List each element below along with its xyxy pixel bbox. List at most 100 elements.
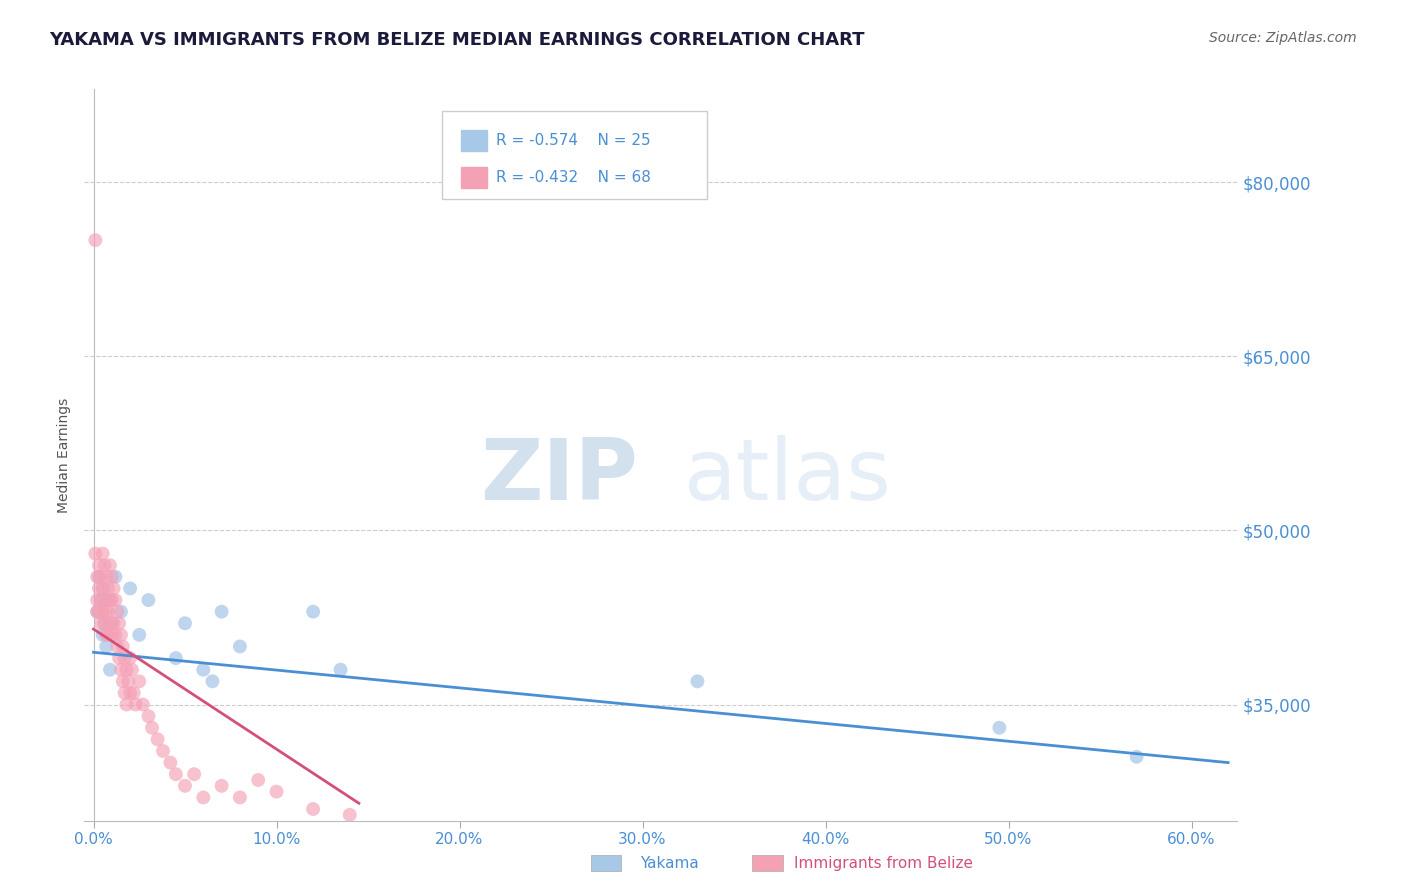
- Point: [120, 582, 142, 596]
- Point: [90, 570, 112, 584]
- Point: [87, 582, 110, 596]
- Point: [138, 593, 160, 607]
- Point: [98, 558, 121, 573]
- Point: [138, 709, 160, 723]
- Text: atlas: atlas: [683, 435, 891, 518]
- Point: [146, 732, 169, 747]
- Point: [90, 593, 112, 607]
- Point: [93, 558, 115, 573]
- Text: ZIP: ZIP: [479, 435, 638, 518]
- Point: [152, 744, 174, 758]
- Point: [87, 570, 110, 584]
- Point: [91, 605, 114, 619]
- Point: [115, 663, 138, 677]
- Point: [86, 605, 108, 619]
- Point: [114, 651, 136, 665]
- Point: [105, 640, 128, 654]
- Y-axis label: Median Earnings: Median Earnings: [58, 397, 72, 513]
- Point: [120, 686, 142, 700]
- Point: [174, 616, 197, 631]
- Point: [98, 593, 121, 607]
- Point: [97, 605, 120, 619]
- Point: [86, 570, 108, 584]
- Point: [111, 674, 134, 689]
- Point: [91, 582, 114, 596]
- Point: [686, 674, 709, 689]
- Point: [98, 616, 121, 631]
- Point: [104, 593, 127, 607]
- Point: [174, 779, 197, 793]
- Point: [117, 674, 139, 689]
- Text: Immigrants from Belize: Immigrants from Belize: [794, 856, 973, 871]
- Point: [91, 547, 114, 561]
- Point: [329, 663, 352, 677]
- Point: [183, 767, 205, 781]
- Point: [211, 779, 233, 793]
- Point: [96, 640, 118, 654]
- Point: [91, 582, 114, 596]
- Point: [84, 547, 107, 561]
- Point: [105, 605, 128, 619]
- Point: [229, 790, 252, 805]
- Point: [108, 616, 131, 631]
- Point: [93, 593, 115, 607]
- Text: Yakama: Yakama: [640, 856, 699, 871]
- Point: [96, 570, 118, 584]
- Point: [87, 558, 110, 573]
- Point: [132, 698, 155, 712]
- Bar: [461, 168, 486, 188]
- Point: [101, 628, 124, 642]
- Point: [86, 593, 108, 607]
- Text: YAKAMA VS IMMIGRANTS FROM BELIZE MEDIAN EARNINGS CORRELATION CHART: YAKAMA VS IMMIGRANTS FROM BELIZE MEDIAN …: [49, 31, 865, 49]
- Point: [93, 616, 115, 631]
- Point: [120, 651, 142, 665]
- Point: [101, 616, 124, 631]
- Point: [124, 698, 146, 712]
- Point: [159, 756, 181, 770]
- Point: [87, 605, 110, 619]
- Point: [266, 784, 288, 798]
- Point: [988, 721, 1011, 735]
- Point: [90, 593, 112, 607]
- Point: [110, 605, 132, 619]
- Point: [115, 698, 138, 712]
- Point: [201, 674, 224, 689]
- Bar: [461, 130, 486, 151]
- Text: Source: ZipAtlas.com: Source: ZipAtlas.com: [1209, 31, 1357, 45]
- Point: [93, 616, 115, 631]
- Point: [165, 651, 187, 665]
- Point: [101, 570, 124, 584]
- Point: [165, 767, 187, 781]
- Point: [111, 640, 134, 654]
- Point: [302, 802, 325, 816]
- Point: [98, 663, 121, 677]
- Point: [110, 663, 132, 677]
- Point: [193, 790, 215, 805]
- Point: [128, 674, 150, 689]
- Point: [1125, 749, 1147, 764]
- Point: [97, 582, 120, 596]
- Point: [141, 721, 163, 735]
- Point: [247, 772, 270, 787]
- Point: [91, 628, 114, 642]
- Point: [86, 605, 108, 619]
- Point: [114, 686, 136, 700]
- Point: [104, 628, 127, 642]
- Point: [110, 628, 132, 642]
- Point: [104, 570, 127, 584]
- Point: [229, 640, 252, 654]
- Point: [122, 686, 145, 700]
- Point: [84, 233, 107, 247]
- Point: [211, 605, 233, 619]
- Point: [97, 593, 120, 607]
- FancyBboxPatch shape: [441, 112, 707, 199]
- Point: [97, 628, 120, 642]
- Point: [128, 628, 150, 642]
- Point: [101, 593, 124, 607]
- Point: [121, 663, 143, 677]
- Point: [96, 605, 118, 619]
- Point: [339, 807, 361, 822]
- Text: R = -0.574    N = 25: R = -0.574 N = 25: [496, 133, 651, 148]
- Point: [193, 663, 215, 677]
- Point: [302, 605, 325, 619]
